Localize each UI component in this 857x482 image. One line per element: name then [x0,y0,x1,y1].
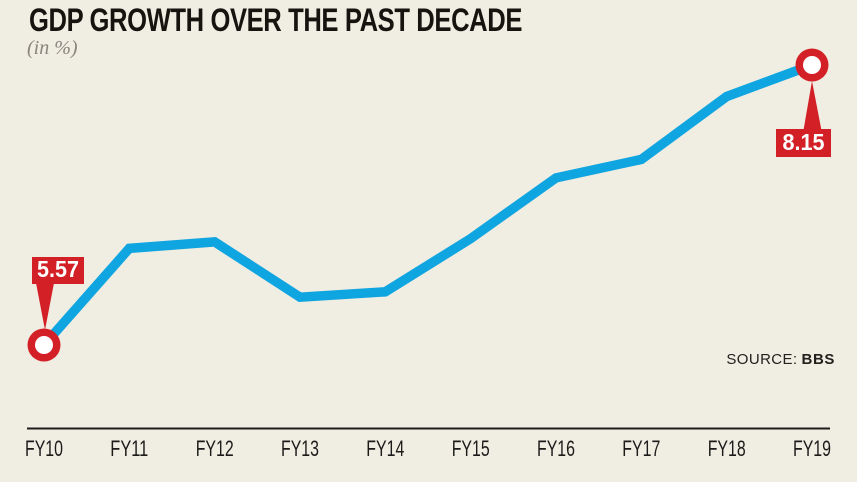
annotation-value-fy19: 8.15 [783,129,825,155]
data-point-core-fy19 [803,56,821,74]
x-tick-label-fy15: FY15 [452,436,490,461]
gdp-growth-line [40,60,814,349]
annotation-pointer-fy19 [803,81,822,133]
source-note: SOURCE: BBS [726,351,835,368]
x-tick-label-fy16: FY16 [537,436,575,461]
annotation-pointer-fy10 [36,283,54,330]
annotation-box-fy10 [32,257,84,284]
data-point-core-fy10 [35,336,53,354]
chart-subtitle: (in %) [27,37,78,59]
x-tick-label-fy11: FY11 [110,436,148,461]
annotation-box-fy19 [776,129,831,157]
source-value: BBS [801,351,835,368]
x-tick-label-fy12: FY12 [196,436,234,461]
x-tick-label-fy13: FY13 [281,436,319,461]
x-tick-label-fy18: FY18 [708,436,746,461]
source-label: SOURCE: [726,351,798,368]
x-tick-label-fy14: FY14 [366,436,404,461]
x-tick-label-fy17: FY17 [622,436,660,461]
x-tick-label-fy10: FY10 [25,436,63,461]
x-tick-label-fy19: FY19 [793,436,831,461]
chart-title: GDP GROWTH OVER THE PAST DECADE [29,2,522,38]
annotation-value-fy10: 5.57 [37,256,79,282]
